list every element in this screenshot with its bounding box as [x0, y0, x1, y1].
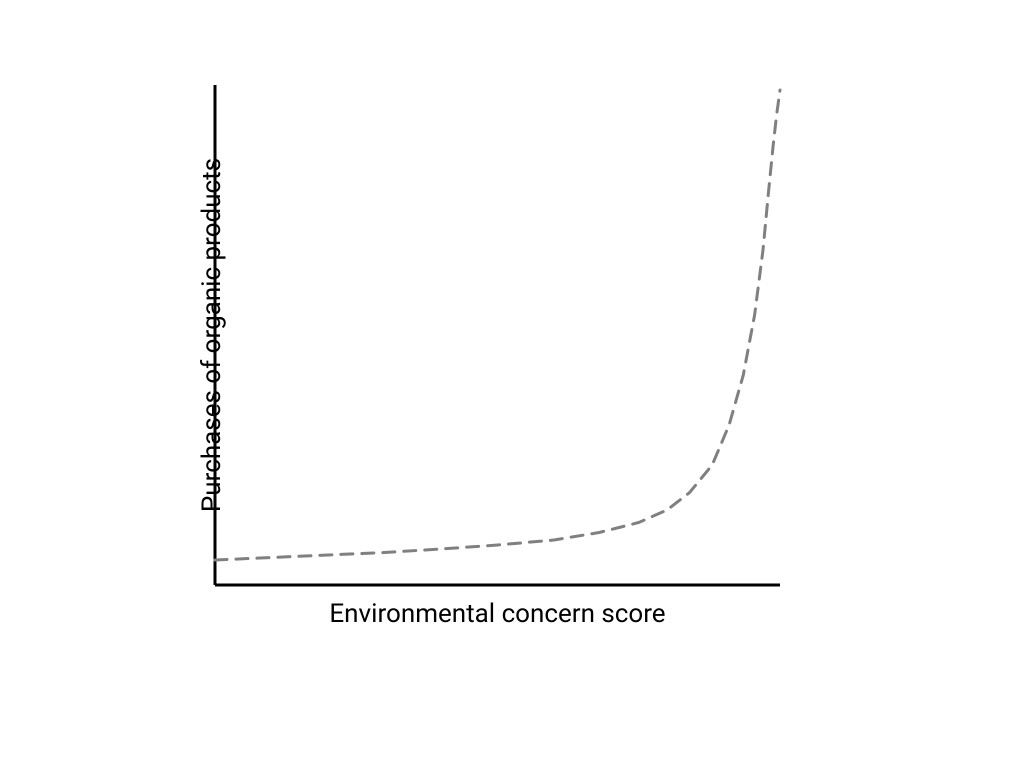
chart-svg [0, 0, 1024, 768]
data-curve [215, 90, 780, 560]
chart-container: Environmental concern score Purchases of… [0, 0, 1024, 768]
y-axis-label: Purchases of organic products [197, 85, 227, 585]
axes [215, 85, 780, 585]
x-axis-label: Environmental concern score [215, 599, 780, 629]
